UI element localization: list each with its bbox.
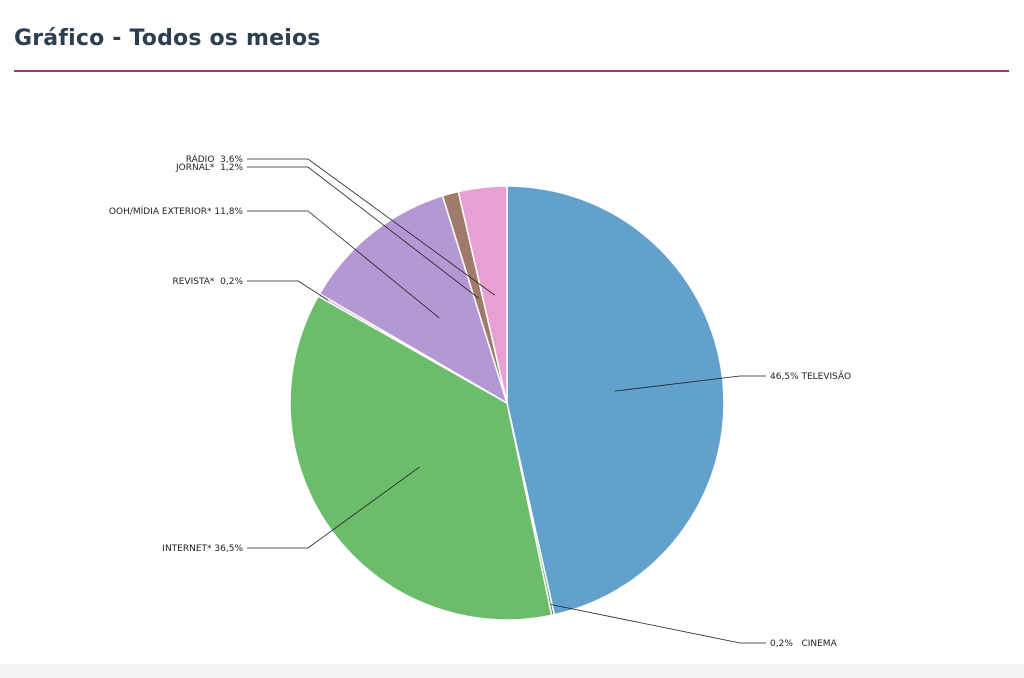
leader-line bbox=[247, 158, 495, 296]
leader-line bbox=[614, 375, 766, 392]
leader-line bbox=[247, 210, 440, 319]
pie-slice-televis-o bbox=[506, 185, 725, 616]
leader-line bbox=[247, 166, 479, 299]
slice-label: OOH/MÍDIA EXTERIOR* 11,8% bbox=[109, 205, 244, 217]
leader-line bbox=[550, 604, 766, 644]
chart-header: Gráfico - Todos os meios bbox=[14, 26, 1009, 72]
pie-slice-ooh-m-dia-exterior bbox=[318, 194, 509, 405]
bottom-strip bbox=[0, 664, 1024, 678]
slice-label: 46,5% TELEVISÃO bbox=[770, 371, 851, 382]
leader-line bbox=[247, 466, 420, 549]
slice-label: REVISTA* 0,2% bbox=[172, 277, 243, 287]
slice-label: JORNAL* 1,2% bbox=[175, 163, 243, 173]
title-divider bbox=[14, 70, 1009, 72]
slice-label: 0,2% CINEMA bbox=[770, 639, 838, 649]
slice-label: INTERNET* 36,5% bbox=[162, 544, 243, 554]
slice-label: RÁDIO 3,6% bbox=[186, 153, 244, 165]
page-title: Gráfico - Todos os meios bbox=[14, 26, 321, 51]
leader-line bbox=[247, 280, 329, 301]
pie-slice-r-dio bbox=[457, 185, 508, 404]
